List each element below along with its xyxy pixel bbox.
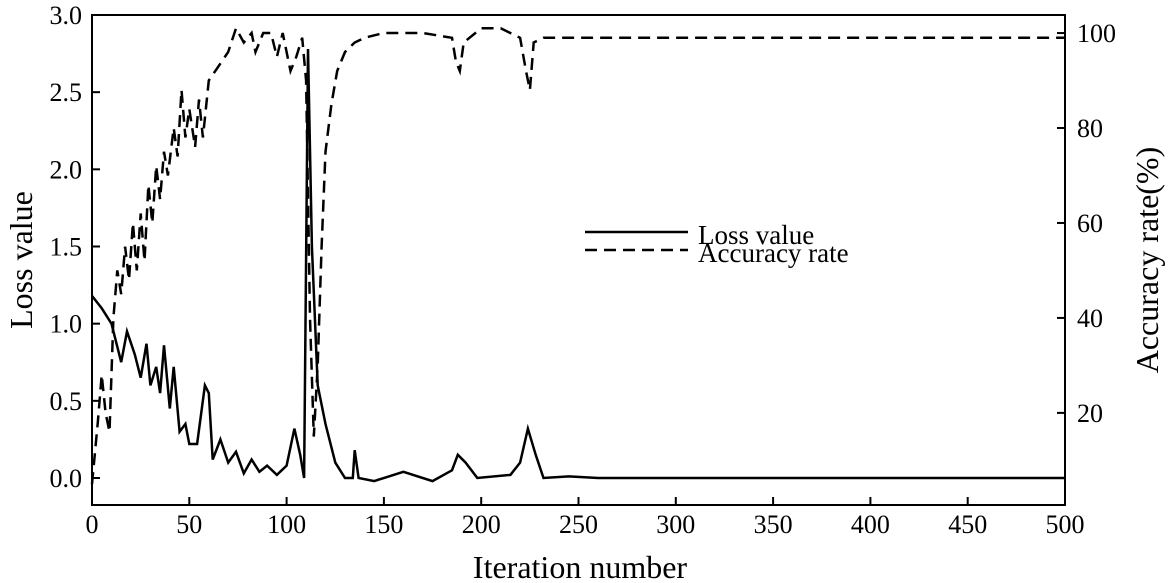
y2-tick-label: 20: [1077, 399, 1103, 428]
data-line: [90, 25, 1065, 485]
y-tick-label: 2.0: [50, 155, 83, 184]
y-tick-label: 2.5: [50, 78, 83, 107]
y-axis-title: Loss value: [3, 191, 39, 329]
y-tick-label: 0.5: [50, 387, 83, 416]
y2-tick-label: 100: [1077, 19, 1116, 48]
y-tick-label: 0.0: [50, 464, 83, 493]
x-tick-label: 0: [86, 510, 99, 539]
x-tick-label: 150: [364, 510, 403, 539]
x-tick-label: 50: [176, 510, 202, 539]
x-tick-label: 400: [851, 510, 890, 539]
y2-axis-title: Accuracy rate(%): [1129, 147, 1165, 374]
x-tick-label: 250: [559, 510, 598, 539]
plot-frame: [91, 14, 1066, 506]
y2-tick-label: 80: [1077, 114, 1103, 143]
x-tick-label: 450: [948, 510, 987, 539]
data-line: [91, 48, 1065, 483]
x-tick-label: 350: [754, 510, 793, 539]
x-axis-title: Iteration number: [473, 549, 687, 583]
y-tick-label: 3.0: [50, 1, 83, 30]
x-tick-label: 300: [656, 510, 695, 539]
x-tick-label: 500: [1046, 510, 1085, 539]
y-tick-label: 1.0: [50, 310, 83, 339]
y-tick-label: 1.5: [50, 232, 83, 261]
y2-tick-label: 40: [1077, 304, 1103, 333]
x-tick-label: 100: [267, 510, 306, 539]
y2-tick-label: 60: [1077, 209, 1103, 238]
legend-label: Loss value: [698, 220, 814, 250]
x-tick-label: 200: [462, 510, 501, 539]
legend-label: Accuracy rate: [698, 238, 849, 268]
